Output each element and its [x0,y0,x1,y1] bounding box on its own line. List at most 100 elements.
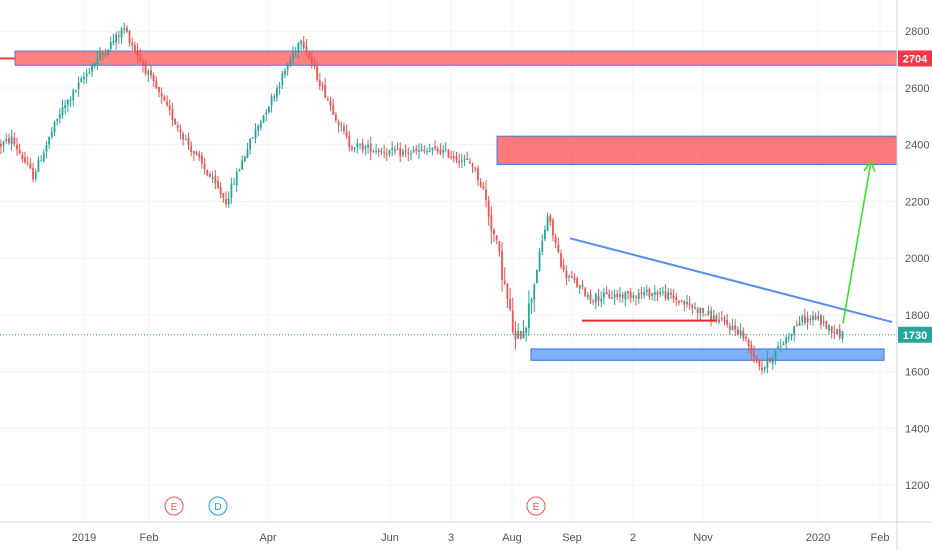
candle-body [337,121,340,126]
candle-body [755,356,758,362]
candle-body [833,332,836,334]
candle-body [589,294,592,300]
candle-body [16,144,18,150]
candle-body [514,331,517,340]
candle-body [637,292,640,300]
candle-body [627,291,629,294]
price-axis[interactable]: 1200 1400 1600 1800 2000 2200 2400 2600 2800 2704… [896,0,932,550]
candle-body [144,63,147,74]
candle-body [798,322,801,326]
candle-body [651,293,654,296]
candle-body [139,55,142,61]
candle-body [2,141,5,146]
candle-body [297,42,300,53]
x-tick-label: Feb [140,532,159,544]
candle-body [91,65,93,72]
candle-body [704,314,707,316]
candle-body [179,129,182,133]
candle-body [477,168,479,181]
drawing-zones [0,50,898,361]
candle-body [318,80,321,87]
candle-body [694,307,696,309]
candle-body [407,152,410,154]
x-tick-label: Jun [381,532,399,544]
event-marker-circle[interactable] [526,496,546,516]
candle-body [696,308,699,314]
candle-body [316,65,319,81]
candle-body [463,159,466,161]
candle-body [195,152,198,155]
candle-body [284,70,286,75]
candle-body [667,292,670,300]
event-marker-circle[interactable] [208,496,228,516]
candle-body [380,151,383,153]
candle-body [594,294,597,303]
candle-body [820,315,822,325]
candle-body [565,270,568,278]
candle-body [785,337,788,344]
candle-body [511,310,514,332]
event-marker-letter: D [214,502,221,513]
candle-body [442,149,444,153]
green-arrow-shaft [842,161,872,324]
candle-body [273,96,276,98]
candle-body [720,317,723,319]
time-axis[interactable]: 2019 Feb Apr Jun 3 Aug Sep 2 Nov 2020 Feb [0,521,932,544]
candle-body [184,138,187,140]
candle-body [276,88,278,97]
candle-body [509,299,511,310]
candle-body [546,216,549,231]
candle-body [134,44,136,51]
candle-body [458,160,461,163]
candle-body [554,236,557,244]
candle-body [385,153,388,155]
price-label-last: 1730 [903,330,927,342]
candle-body [335,114,337,121]
candle-body [345,131,348,137]
candle-body [198,153,201,158]
candle-body [420,149,423,152]
y-tick-label: 1800 [905,310,929,322]
candle-body [372,150,375,152]
candle-body [281,73,284,86]
candle-body [753,352,755,357]
candle-body [235,171,238,186]
candle-body [661,291,664,293]
candle-body [426,151,428,153]
candle-body [233,183,235,185]
candle-body [192,151,195,154]
candle-body [541,240,544,252]
candle-body [787,336,790,339]
y-tick-label: 2200 [905,196,929,208]
candle-body [158,86,160,93]
y-tick-label: 2000 [905,253,929,265]
candle-body [104,53,107,55]
event-marker-circle[interactable] [164,496,184,516]
candle-body [530,298,533,303]
candle-body [487,200,490,217]
candle-body [782,343,785,346]
candle-body [750,344,753,354]
candle-body [80,78,83,83]
candle-body [471,163,474,167]
candle-body [117,35,120,37]
drawings [569,160,893,324]
candle-body [699,307,702,314]
candle-body [265,113,268,115]
candle-body [779,346,782,348]
event-marker-letter: E [533,502,540,513]
x-tick-label: 2 [630,532,636,544]
candle-body [268,106,270,112]
candle-body [737,329,739,335]
candle-body [761,367,763,371]
candle-body [576,278,578,287]
candle-body [310,56,313,64]
candle-body [5,139,8,142]
candle-body [238,169,241,172]
candle-body [418,150,420,153]
candle-body [525,327,528,333]
candle-body [573,277,576,280]
